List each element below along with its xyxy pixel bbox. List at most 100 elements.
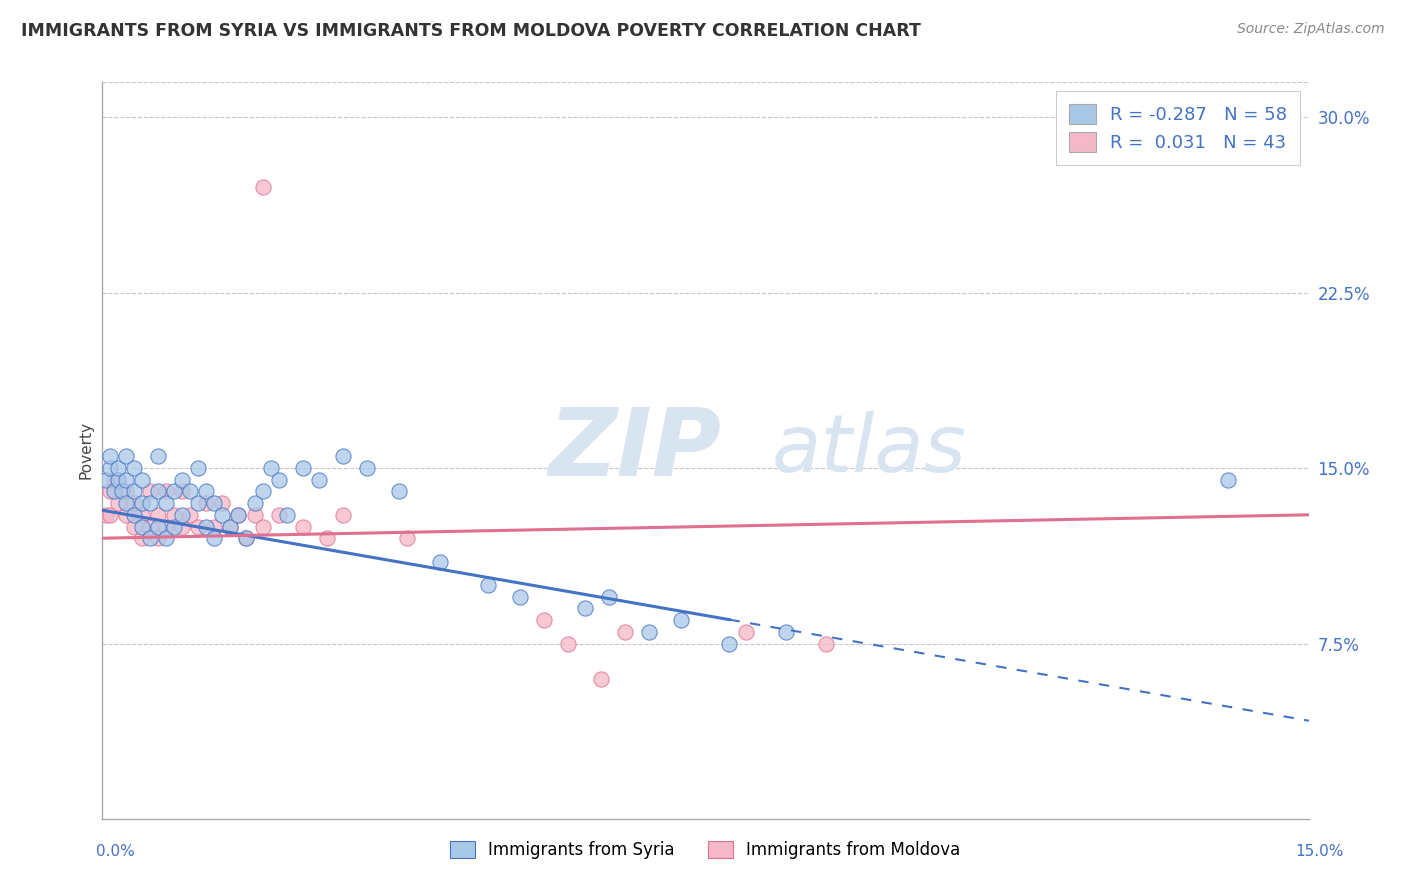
Point: [557, 636, 579, 650]
Point: [187, 461, 209, 475]
Point: [111, 484, 134, 499]
Text: 0.0%: 0.0%: [96, 845, 135, 859]
Point: [243, 508, 266, 522]
Point: [155, 531, 177, 545]
Point: [139, 484, 162, 499]
Point: [613, 624, 636, 639]
Point: [589, 672, 612, 686]
Point: [107, 473, 129, 487]
Point: [195, 484, 218, 499]
Point: [291, 461, 314, 475]
Point: [114, 473, 136, 487]
Point: [276, 508, 298, 522]
Point: [114, 496, 136, 510]
Point: [122, 508, 145, 522]
Point: [155, 496, 177, 510]
Point: [267, 508, 290, 522]
Point: [396, 531, 419, 545]
Point: [228, 508, 250, 522]
Point: [332, 450, 354, 464]
Point: [146, 450, 169, 464]
Point: [332, 508, 354, 522]
Point: [316, 531, 339, 545]
Point: [228, 508, 250, 522]
Point: [243, 496, 266, 510]
Point: [122, 496, 145, 510]
Point: [291, 519, 314, 533]
Text: Source: ZipAtlas.com: Source: ZipAtlas.com: [1237, 22, 1385, 37]
Point: [122, 484, 145, 499]
Point: [211, 508, 233, 522]
Point: [202, 531, 225, 545]
Point: [252, 180, 274, 194]
Point: [179, 508, 201, 522]
Point: [139, 519, 162, 533]
Point: [1218, 473, 1240, 487]
Point: [107, 461, 129, 475]
Point: [146, 519, 169, 533]
Point: [669, 613, 692, 627]
Point: [775, 624, 797, 639]
Point: [356, 461, 378, 475]
Point: [139, 496, 162, 510]
Point: [163, 508, 186, 522]
Point: [477, 578, 499, 592]
Point: [122, 519, 145, 533]
Point: [202, 496, 225, 510]
Point: [155, 484, 177, 499]
Point: [155, 519, 177, 533]
Point: [131, 496, 153, 510]
Point: [219, 519, 242, 533]
Point: [131, 508, 153, 522]
Point: [219, 519, 242, 533]
Point: [195, 519, 218, 533]
Point: [235, 531, 257, 545]
Text: atlas: atlas: [772, 411, 966, 490]
Point: [114, 450, 136, 464]
Point: [114, 508, 136, 522]
Point: [509, 590, 531, 604]
Text: 15.0%: 15.0%: [1296, 845, 1344, 859]
Point: [172, 473, 194, 487]
Point: [172, 519, 194, 533]
Point: [163, 519, 186, 533]
Point: [172, 508, 194, 522]
Point: [267, 473, 290, 487]
Point: [252, 484, 274, 499]
Point: [98, 508, 121, 522]
Point: [429, 555, 451, 569]
Y-axis label: Poverty: Poverty: [79, 421, 93, 480]
Point: [638, 624, 661, 639]
Point: [388, 484, 411, 499]
Point: [103, 473, 125, 487]
Point: [308, 473, 330, 487]
Point: [114, 484, 136, 499]
Point: [533, 613, 555, 627]
Point: [252, 519, 274, 533]
Point: [187, 519, 209, 533]
Legend: R = -0.287   N = 58, R =  0.031   N = 43: R = -0.287 N = 58, R = 0.031 N = 43: [1056, 91, 1301, 165]
Point: [146, 508, 169, 522]
Point: [94, 473, 117, 487]
Point: [122, 461, 145, 475]
Point: [107, 496, 129, 510]
Text: ZIP: ZIP: [548, 404, 721, 497]
Point: [94, 508, 117, 522]
Point: [98, 461, 121, 475]
Point: [103, 484, 125, 499]
Point: [195, 496, 218, 510]
Point: [814, 636, 837, 650]
Point: [131, 519, 153, 533]
Point: [139, 531, 162, 545]
Point: [163, 484, 186, 499]
Point: [131, 531, 153, 545]
Point: [734, 624, 756, 639]
Point: [259, 461, 281, 475]
Point: [179, 484, 201, 499]
Point: [211, 496, 233, 510]
Point: [235, 531, 257, 545]
Point: [98, 484, 121, 499]
Point: [146, 531, 169, 545]
Point: [598, 590, 620, 604]
Point: [718, 636, 741, 650]
